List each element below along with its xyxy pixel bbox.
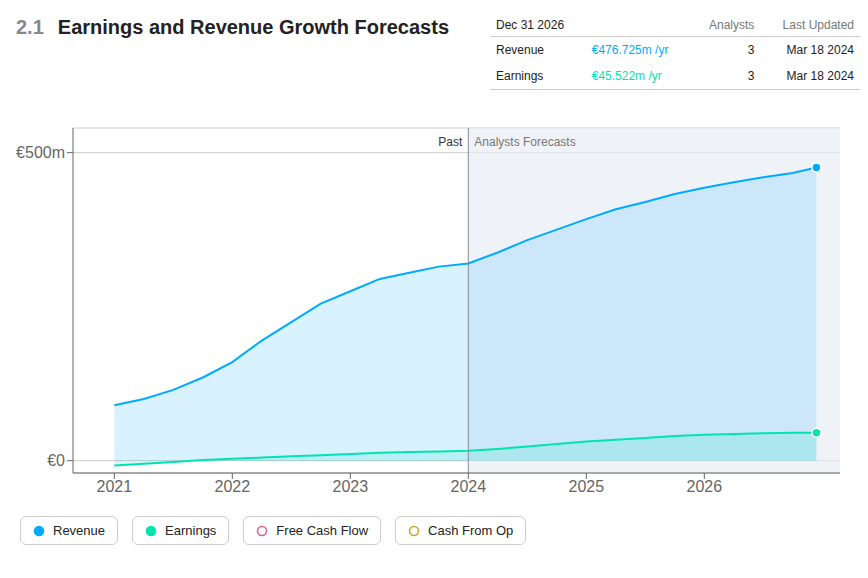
svg-text:€500m: €500m (16, 144, 65, 161)
html-text:Earnings: Earnings (165, 523, 217, 538)
svg-text:2023: 2023 (333, 478, 369, 495)
html-text:€45.522m /yr: €45.522m /yr (591, 69, 662, 83)
html-text:Mar 18 2024: Mar 18 2024 (786, 69, 854, 83)
html-text:Revenue: Revenue (53, 523, 105, 538)
svg-text:2022: 2022 (215, 478, 251, 495)
html-text:3: 3 (747, 43, 755, 57)
html-text:3: 3 (747, 69, 755, 83)
svg-text:Past: Past (438, 135, 463, 149)
svg-text:Analysts Forecasts: Analysts Forecasts (474, 135, 575, 149)
html-text:Cash From Op: Cash From Op (428, 523, 514, 538)
html-text:Free Cash Flow: Free Cash Flow (276, 523, 369, 538)
html-text:Earnings and Revenue Growth Fo: Earnings and Revenue Growth Forecasts (57, 16, 449, 38)
svg-text:2021: 2021 (97, 478, 133, 495)
html-text:Earnings: Earnings (496, 69, 544, 83)
svg-text:2026: 2026 (687, 478, 723, 495)
html-text:2.1: 2.1 (16, 16, 44, 38)
svg-text:2024: 2024 (451, 478, 487, 495)
html-text:Last Updated: Last Updated (782, 18, 854, 32)
html-text:€476.725m /yr: €476.725m /yr (591, 43, 669, 57)
svg-text:2025: 2025 (569, 478, 605, 495)
svg-text:€0: €0 (47, 452, 65, 469)
html-text:Revenue: Revenue (496, 43, 544, 57)
html-text:Mar 18 2024: Mar 18 2024 (786, 43, 854, 57)
html-text:Dec 31 2026: Dec 31 2026 (496, 18, 565, 32)
html-text:Analysts: Analysts (709, 18, 755, 32)
